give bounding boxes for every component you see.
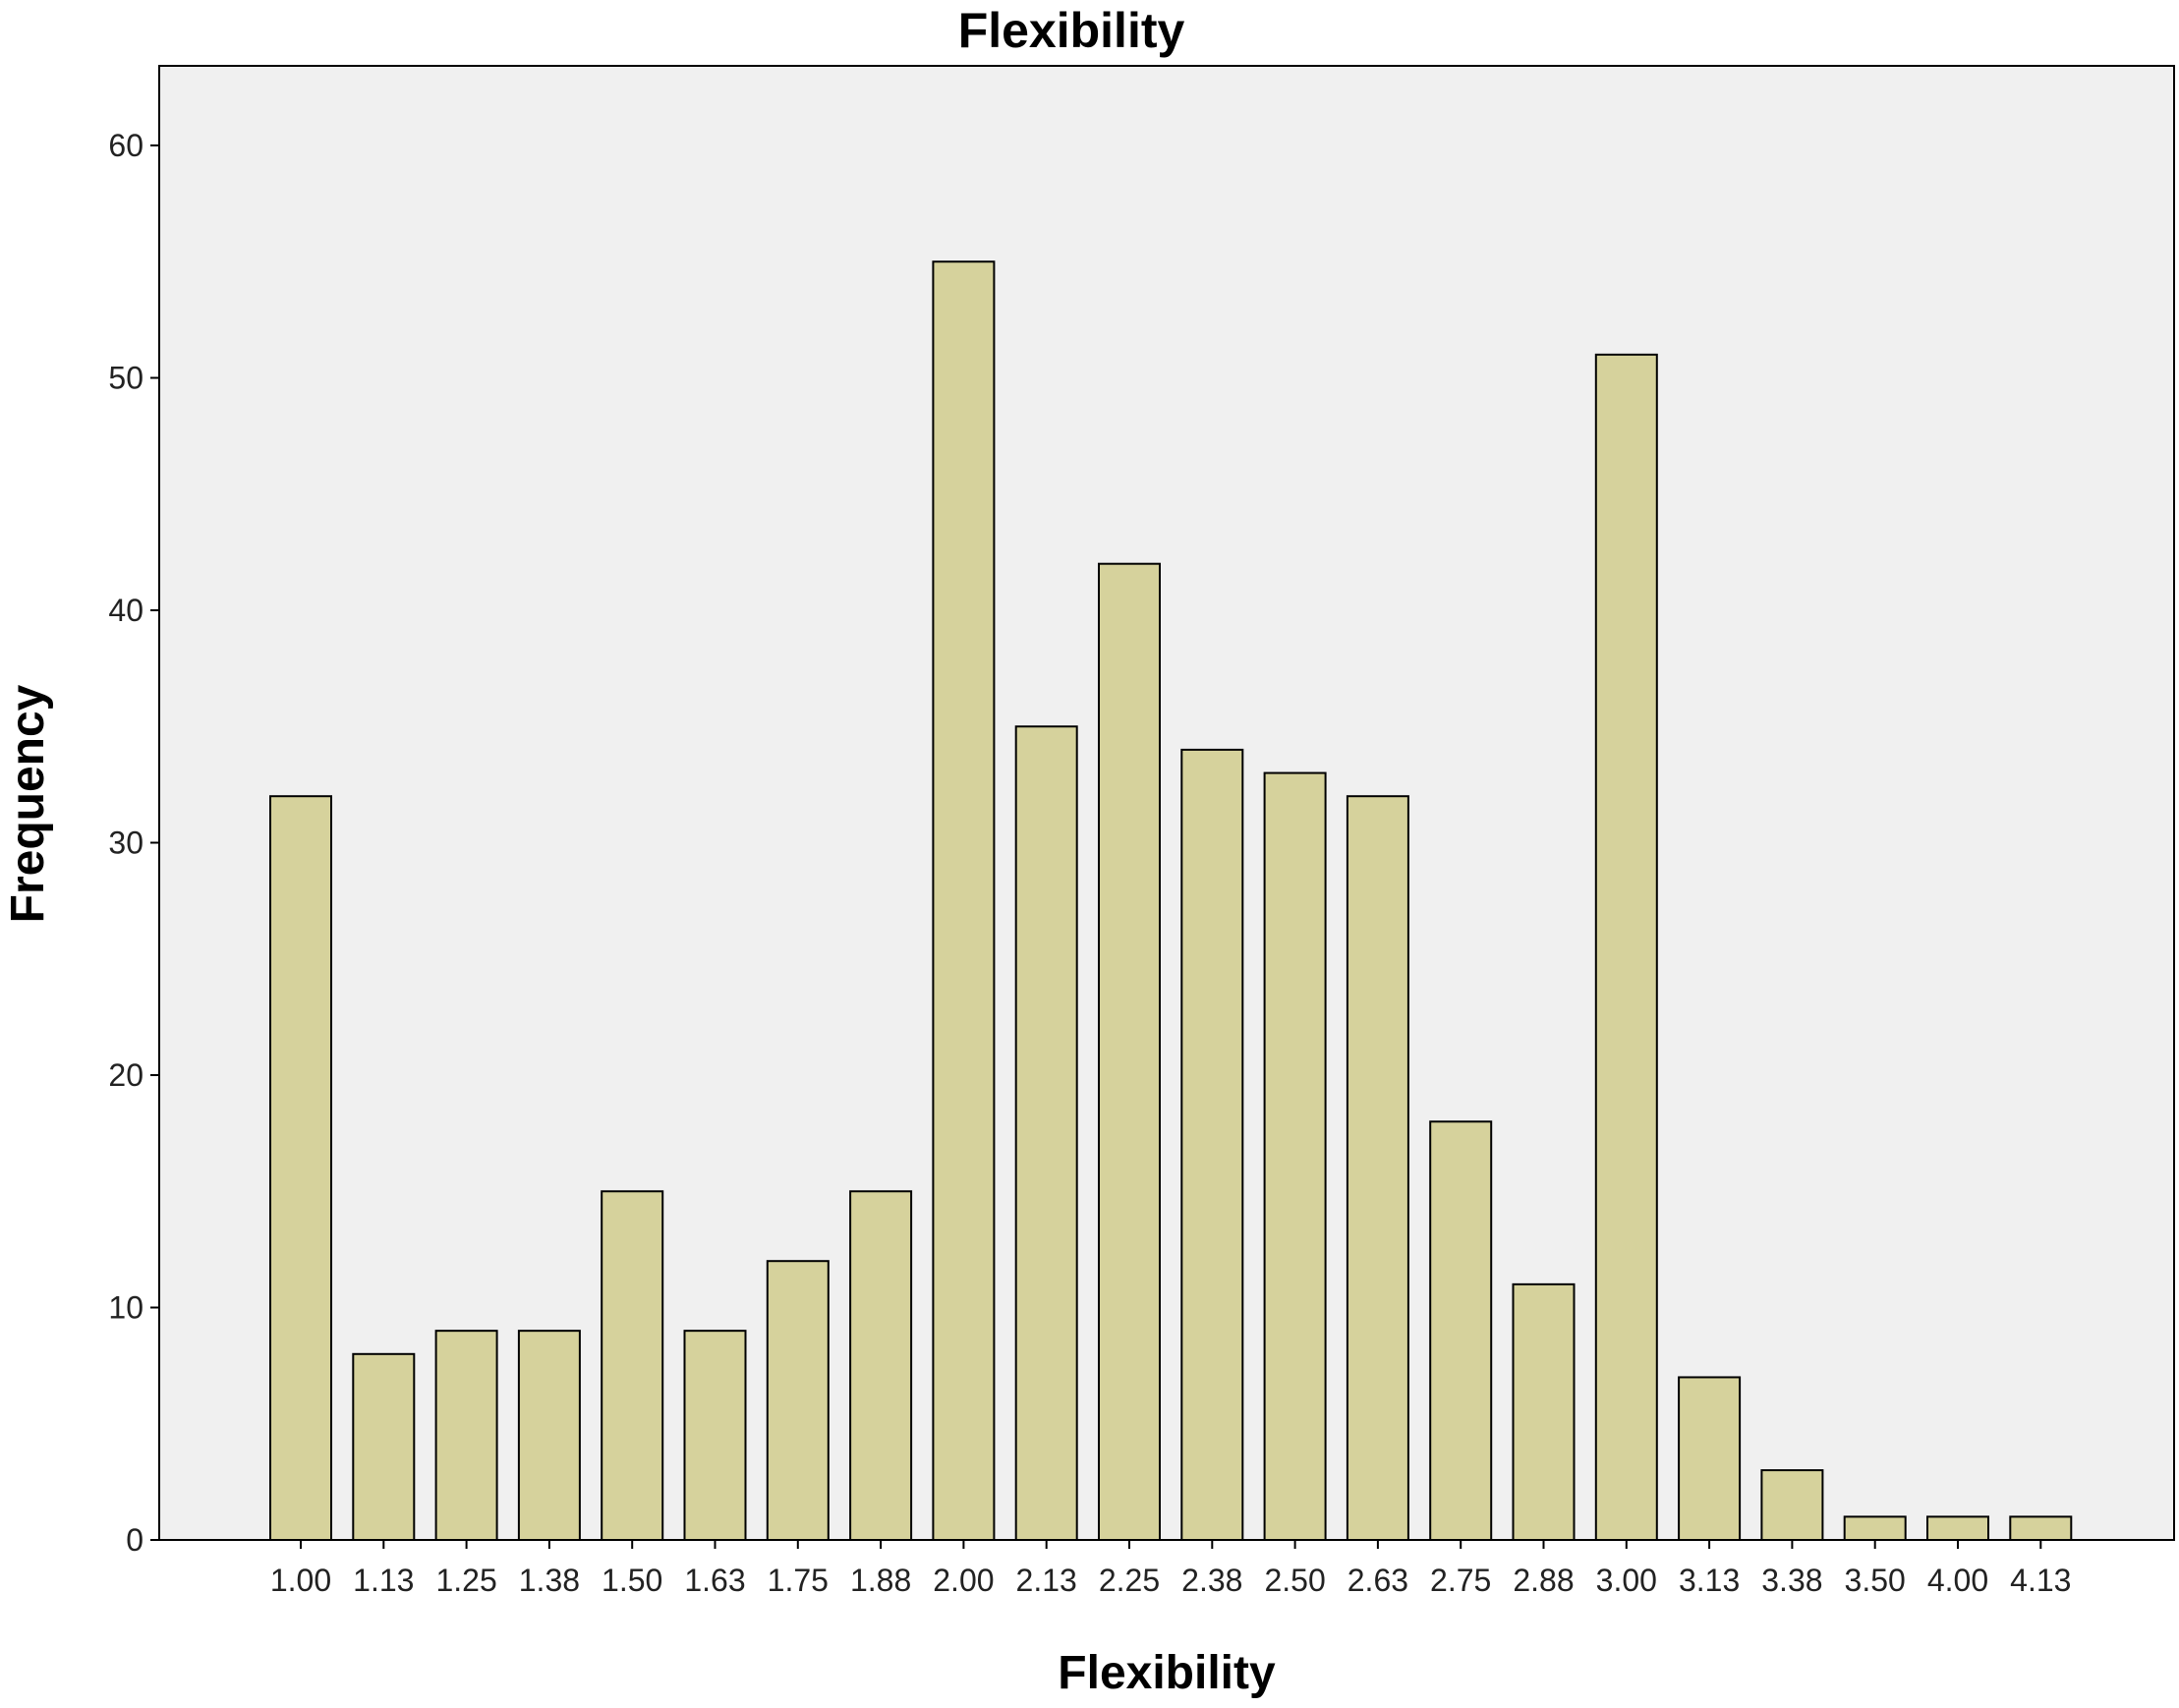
bar-3-13 bbox=[1678, 1376, 1742, 1541]
bar-1-63 bbox=[683, 1330, 747, 1542]
chart-title: Flexibility bbox=[958, 3, 1185, 58]
bar-3-50 bbox=[1843, 1515, 1907, 1541]
x-axis: 1.00 1.13 1.25 1.38 1.50 1.63 1.75 1.88 2.00 2.13… bbox=[270, 1540, 2071, 1598]
x-tick-label: 2.25 bbox=[1099, 1563, 1160, 1598]
x-tick-label: 4.00 bbox=[1927, 1563, 1988, 1598]
y-tick-label: 60 bbox=[108, 128, 143, 163]
bar-2-25 bbox=[1098, 562, 1161, 1541]
y-axis-label: Frequency bbox=[2, 684, 54, 923]
bar-3-38 bbox=[1760, 1469, 1824, 1542]
bar-1-00 bbox=[269, 795, 332, 1541]
x-tick-label: 1.13 bbox=[353, 1563, 414, 1598]
bar-4-13 bbox=[2009, 1515, 2073, 1541]
bar-2-50 bbox=[1263, 771, 1327, 1541]
x-tick-label: 3.00 bbox=[1596, 1563, 1657, 1598]
y-tick-label: 0 bbox=[126, 1522, 143, 1558]
x-tick-label: 1.75 bbox=[768, 1563, 829, 1598]
x-tick-label: 3.50 bbox=[1845, 1563, 1906, 1598]
x-tick-label: 1.63 bbox=[684, 1563, 745, 1598]
plot-area bbox=[158, 65, 2175, 1541]
bar-3-00 bbox=[1594, 353, 1658, 1542]
x-tick-label: 2.50 bbox=[1264, 1563, 1325, 1598]
x-tick-label: 1.50 bbox=[602, 1563, 662, 1598]
x-tick-label: 2.00 bbox=[933, 1563, 994, 1598]
x-tick-label: 4.13 bbox=[2010, 1563, 2071, 1598]
x-tick-label: 2.38 bbox=[1181, 1563, 1242, 1598]
x-axis-label: Flexibility bbox=[1058, 1647, 1276, 1699]
bar-1-50 bbox=[601, 1190, 664, 1541]
x-tick-label: 2.88 bbox=[1513, 1563, 1574, 1598]
x-tick-label: 2.13 bbox=[1016, 1563, 1077, 1598]
bar-2-13 bbox=[1014, 725, 1078, 1541]
bars bbox=[269, 260, 2073, 1542]
y-tick-label: 30 bbox=[108, 826, 143, 861]
bar-1-25 bbox=[434, 1330, 498, 1542]
bar-1-38 bbox=[517, 1330, 581, 1542]
x-tick-label: 1.88 bbox=[850, 1563, 911, 1598]
bar-2-75 bbox=[1429, 1120, 1493, 1542]
x-tick-label: 3.13 bbox=[1679, 1563, 1740, 1598]
y-tick-label: 40 bbox=[108, 593, 143, 628]
bar-2-88 bbox=[1512, 1282, 1576, 1541]
x-tick-label: 2.75 bbox=[1430, 1563, 1491, 1598]
bar-1-75 bbox=[766, 1260, 830, 1541]
x-tick-label: 3.38 bbox=[1761, 1563, 1822, 1598]
bar-2-00 bbox=[932, 260, 996, 1541]
y-tick-label: 50 bbox=[108, 361, 143, 396]
y-axis: 0 10 20 30 40 50 60 bbox=[108, 128, 159, 1558]
x-tick-label: 1.00 bbox=[270, 1563, 331, 1598]
x-tick-label: 1.38 bbox=[519, 1563, 580, 1598]
bar-2-38 bbox=[1180, 748, 1244, 1541]
y-tick-label: 20 bbox=[108, 1057, 143, 1093]
x-tick-label: 1.25 bbox=[435, 1563, 496, 1598]
bar-1-88 bbox=[849, 1190, 913, 1541]
y-tick-label: 10 bbox=[108, 1290, 143, 1326]
bar-2-63 bbox=[1346, 795, 1409, 1541]
x-tick-label: 2.63 bbox=[1348, 1563, 1408, 1598]
bar-1-13 bbox=[352, 1352, 416, 1542]
bar-4-00 bbox=[1926, 1515, 1989, 1541]
